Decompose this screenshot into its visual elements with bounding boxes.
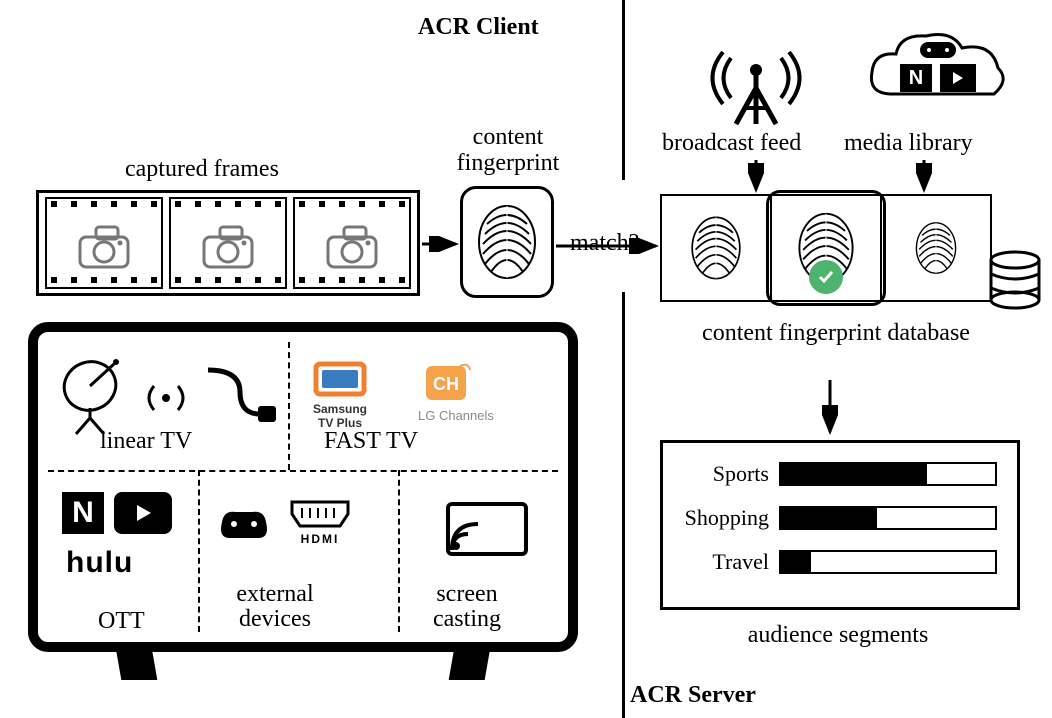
ott-label: OTT xyxy=(98,608,145,635)
frame-cell xyxy=(293,197,411,289)
content-fingerprint-box xyxy=(460,186,554,298)
arrow-frames-to-fp xyxy=(422,236,460,252)
arrow-db-to-segments xyxy=(822,380,838,436)
database-icon xyxy=(988,250,1046,314)
hdmi-icon: HDMI xyxy=(284,498,356,546)
hulu-icon: hulu xyxy=(66,546,133,580)
arrow-media-to-db xyxy=(916,160,932,194)
camera-icon xyxy=(322,225,382,271)
fp-db-cell-matched xyxy=(772,196,882,300)
segment-row: Travel xyxy=(683,549,997,575)
media-library-label: media library xyxy=(844,130,973,157)
play-icon xyxy=(940,64,976,92)
frame-cell xyxy=(45,197,163,289)
segment-fill xyxy=(781,552,811,572)
signal-icon xyxy=(136,376,196,420)
client-server-separator-lower xyxy=(622,292,625,718)
audience-segments-label: audience segments xyxy=(728,622,948,649)
broadcast-feed-label: broadcast feed xyxy=(662,130,801,157)
samsung-tv-plus-icon: Samsung TV Plus xyxy=(310,358,370,430)
captured-frames-label: captured frames xyxy=(125,156,279,183)
fingerprint-database-row xyxy=(660,194,992,302)
segment-label: Sports xyxy=(683,461,779,487)
segment-fill xyxy=(781,464,927,484)
captured-frames-strip xyxy=(36,190,420,296)
linear-tv-label: linear TV xyxy=(100,428,192,455)
client-server-separator xyxy=(622,0,625,180)
segment-bar xyxy=(779,550,997,574)
fingerprint-icon xyxy=(908,211,964,285)
camera-icon xyxy=(74,225,134,271)
segment-bar xyxy=(779,462,997,486)
fast-tv-label: FAST TV xyxy=(324,428,418,455)
segment-row: Sports xyxy=(683,461,997,487)
content-fingerprint-label: content fingerprint xyxy=(428,124,588,177)
arrow-broadcast-to-db xyxy=(748,160,764,194)
game-controller-icon xyxy=(918,36,958,62)
acr-server-title: ACR Server xyxy=(630,682,756,709)
fingerprint-db-label: content fingerprint database xyxy=(666,320,1006,347)
game-controller-icon xyxy=(214,502,274,542)
netflix-icon: N xyxy=(900,64,932,92)
acr-client-title: ACR Client xyxy=(418,14,539,41)
cable-icon xyxy=(200,362,280,430)
cast-icon xyxy=(442,498,532,562)
screen-casting-label: screen casting xyxy=(412,582,522,632)
audience-segments-box: Sports Shopping Travel xyxy=(660,440,1020,610)
netflix-icon: N xyxy=(62,492,104,534)
svg-text:CH: CH xyxy=(433,374,459,394)
antenna-icon xyxy=(696,28,816,128)
camera-icon xyxy=(198,225,258,271)
match-check-icon xyxy=(809,260,843,294)
fingerprint-icon xyxy=(472,197,542,287)
fp-db-cell xyxy=(882,196,990,300)
segment-label: Travel xyxy=(683,549,779,575)
lg-channels-icon: CH LG Channels xyxy=(418,360,494,423)
segment-fill xyxy=(781,508,877,528)
fp-db-cell xyxy=(662,196,772,300)
external-devices-label: external devices xyxy=(220,582,330,632)
satellite-dish-icon xyxy=(60,356,128,436)
youtube-icon xyxy=(114,492,172,534)
segment-row: Shopping xyxy=(683,505,997,531)
arrow-fp-to-db xyxy=(556,238,660,254)
segment-label: Shopping xyxy=(683,505,779,531)
segment-bar xyxy=(779,506,997,530)
frame-cell xyxy=(169,197,287,289)
fingerprint-icon xyxy=(683,205,749,291)
media-library-cloud: N xyxy=(862,24,1012,120)
